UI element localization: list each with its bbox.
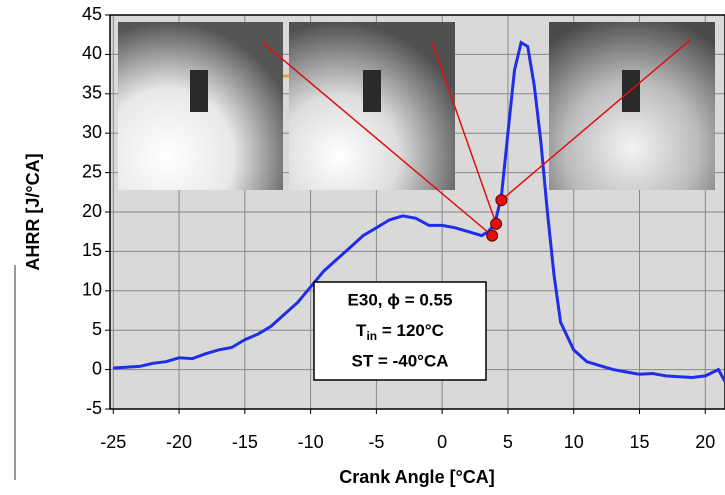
images <box>118 22 715 190</box>
x-tick-label: 0 <box>437 432 447 452</box>
marker <box>490 217 503 230</box>
pointer-line <box>261 41 493 237</box>
y-tick-label: -5 <box>86 398 102 418</box>
annotation: E30, ϕ = 0.55 <box>348 290 453 309</box>
y-tick-label: 45 <box>82 4 102 24</box>
image-detail <box>190 70 208 112</box>
x-tick-label: -20 <box>166 432 192 452</box>
y-tick-label: 25 <box>82 161 102 181</box>
y-axis-title: AHRR [J/°CA] <box>23 153 43 270</box>
annotation-frame <box>313 281 487 381</box>
y-tick-label: 10 <box>82 280 102 300</box>
annotation: ST = -40°CA <box>351 351 448 370</box>
annotation: T <box>356 321 367 340</box>
y-tick-label: 30 <box>82 122 102 142</box>
marker <box>486 229 499 242</box>
x-tick-label: -15 <box>232 432 258 452</box>
y-tick-label: 5 <box>92 319 102 339</box>
y-tick-label: 40 <box>82 43 102 63</box>
annotation-box: E30, ϕ = 0.55 Tin = 120°C ST = -40°CA <box>313 281 487 381</box>
x-tick-label: 20 <box>695 432 715 452</box>
y-tick-label: 20 <box>82 201 102 221</box>
x-tick-label: 10 <box>564 432 584 452</box>
x-tick-label: 5 <box>503 432 513 452</box>
pointer-line <box>431 41 497 225</box>
annotation: Tin = 120°C <box>356 321 444 343</box>
x-tick-label: -10 <box>298 432 324 452</box>
annotation-subscript: in <box>366 329 377 343</box>
marker <box>495 194 508 207</box>
line <box>113 40 725 383</box>
pointer-line <box>500 39 691 201</box>
y-tick-label: 15 <box>82 240 102 260</box>
x-tick-label: -25 <box>100 432 126 452</box>
x-axis-title: Crank Angle [°CA] <box>339 467 495 487</box>
x-tick-label: 15 <box>629 432 649 452</box>
image-detail <box>363 70 381 112</box>
x-tick-label: -5 <box>368 432 384 452</box>
annotation: = 120°C <box>377 321 444 340</box>
y-tick-label: 0 <box>92 358 102 378</box>
y-tick-label: 35 <box>82 83 102 103</box>
